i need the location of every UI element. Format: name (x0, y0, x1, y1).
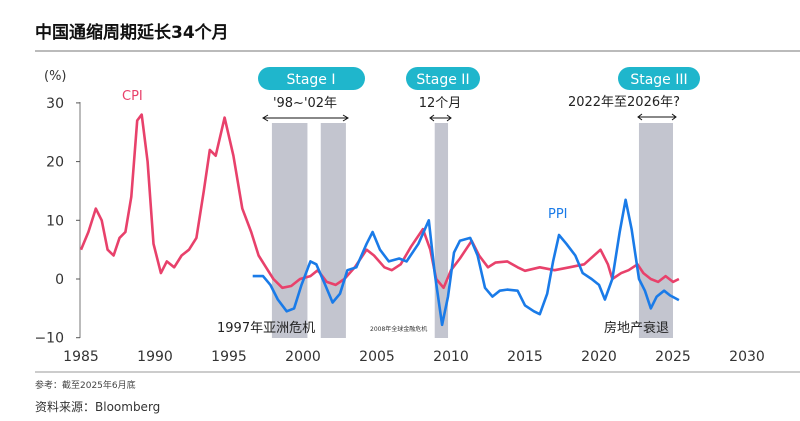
shaded-periods (271, 123, 673, 338)
shaded-period-2 (320, 123, 346, 338)
cpi-series-label: CPI (122, 89, 143, 104)
footer-note: 参考：截至2025年6月底 (35, 379, 136, 391)
x-tick-label: 1990 (137, 349, 173, 365)
ppi-series-label: PPI (548, 207, 568, 222)
x-tick-label: 2020 (581, 349, 617, 365)
y-tick-label: 30 (46, 96, 64, 112)
stage-3-arrow (637, 113, 677, 121)
stage-1-arrow (262, 114, 349, 122)
stage-2-annotation: Stage II 12个月 (406, 67, 480, 122)
y-tick-label: 0 (55, 272, 64, 288)
footer-source: 资料来源：Bloomberg (35, 400, 160, 414)
x-tick-label: 2000 (285, 349, 321, 365)
x-tick-label: 2015 (507, 349, 543, 365)
event-global-financial-crisis: 2008年全球金融危机 (370, 325, 427, 333)
cpi-line (79, 113, 680, 290)
event-asian-crisis: 1997年亚洲危机 (217, 321, 315, 336)
x-tick-label: 2005 (359, 349, 395, 365)
x-ticks: 1985 1990 1995 2000 2005 2010 2015 2020 2025 2030 (63, 349, 765, 365)
ppi-line (252, 198, 680, 327)
series-lines (79, 113, 680, 327)
stage-2-pill (406, 67, 480, 90)
y-tick-label: 20 (46, 155, 64, 171)
stage-3-annotation: Stage III 2022年至2026年? (568, 67, 700, 121)
y-ticks: 30 20 10 0 −10 (34, 96, 80, 347)
x-tick-label: 1985 (63, 349, 99, 365)
y-tick-label: 10 (46, 213, 64, 229)
stage-3-label: Stage III (630, 72, 687, 88)
stage-1-label: Stage I (286, 72, 335, 88)
stage-1-pill (258, 67, 365, 90)
y-axis-unit: (%) (44, 69, 67, 84)
x-tick-label: 2010 (433, 349, 469, 365)
shaded-period-4 (638, 123, 673, 338)
stage-3-span: 2022年至2026年? (568, 95, 680, 110)
stage-3-pill (618, 67, 700, 90)
stage-1-annotation: Stage I '98~'02年 (258, 67, 365, 122)
y-tick-label: −10 (34, 331, 64, 347)
event-property-downturn: 房地产衰退 (604, 320, 669, 336)
stage-1-span: '98~'02年 (273, 96, 337, 111)
x-tick-label: 2025 (655, 349, 691, 365)
stage-2-arrow (429, 114, 452, 122)
stage-2-span: 12个月 (419, 96, 462, 111)
chart-title: 中国通缩周期延长34个月 (35, 22, 229, 43)
shaded-period-1 (271, 123, 308, 338)
x-tick-label: 2030 (729, 349, 765, 365)
stage-2-label: Stage II (416, 72, 469, 88)
x-tick-label: 1995 (211, 349, 247, 365)
